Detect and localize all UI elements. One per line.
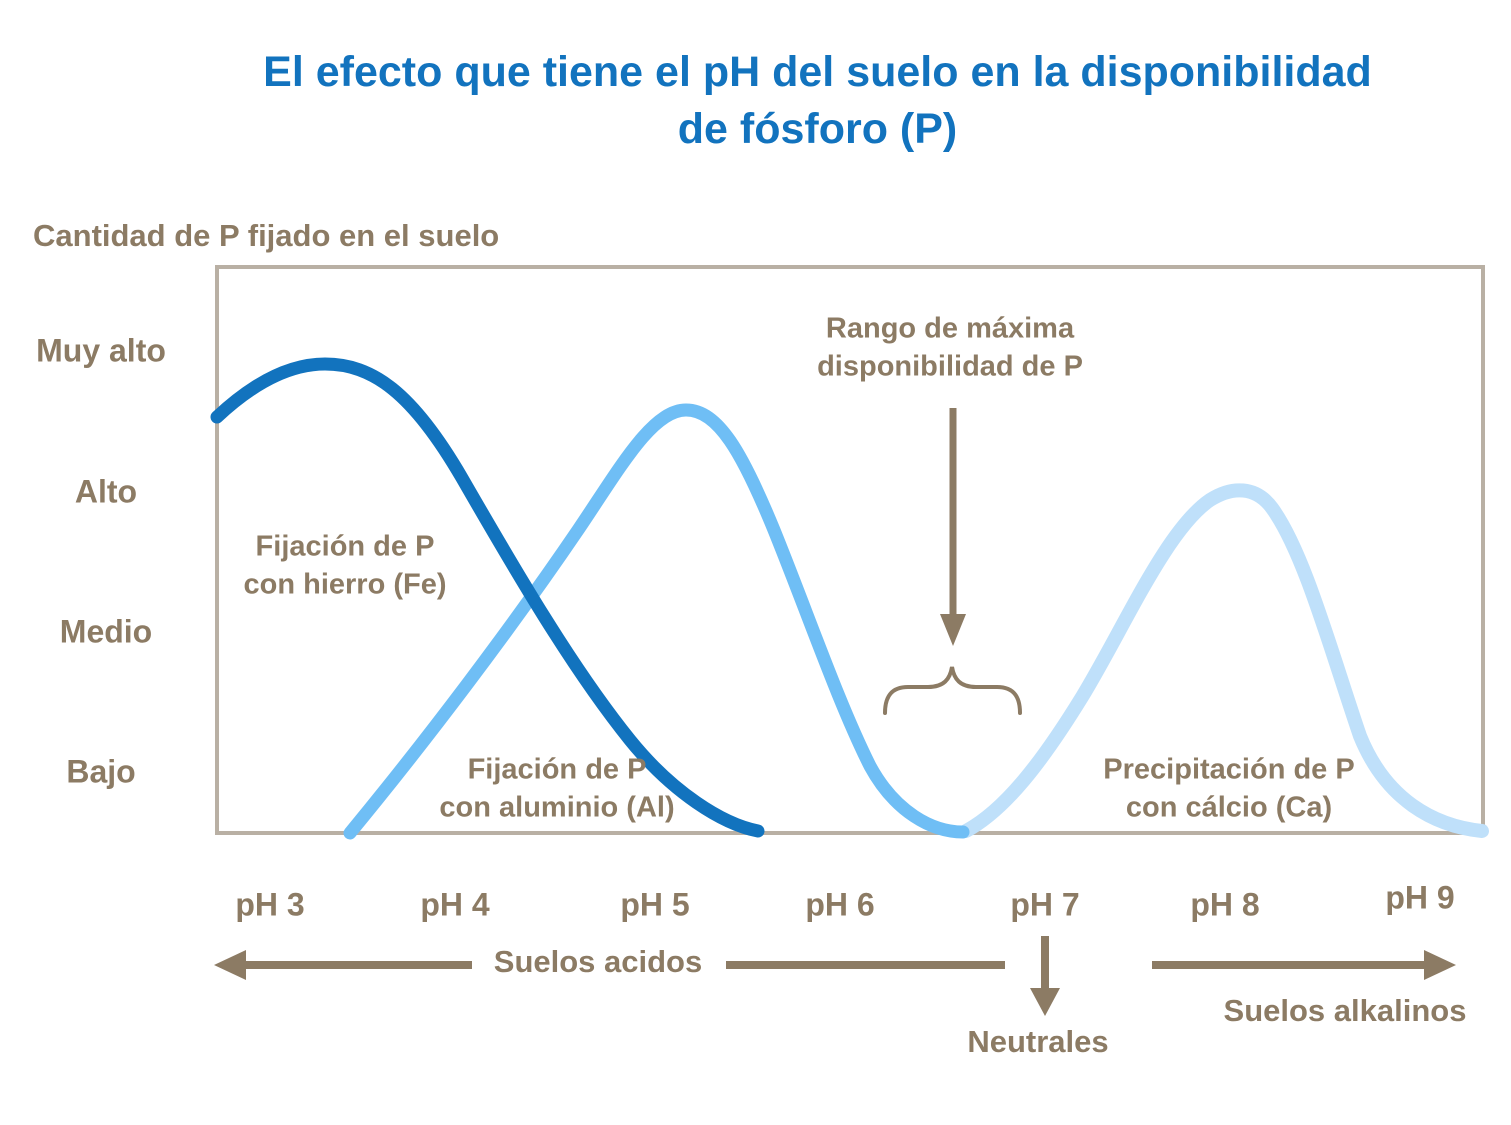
x-tick-ph-7: pH 7 (1010, 886, 1080, 923)
al-curve (343, 403, 970, 840)
max-availability-label: Rango de máxima disponibilidad de P (817, 310, 1083, 387)
neutral-arrowhead (1030, 988, 1060, 1016)
alkaline-soils-label: Suelos alkalinos (1223, 993, 1467, 1028)
al-curve-label: Fijación de P con aluminio (Al) (439, 751, 674, 828)
x-tick-ph-6: pH 6 (805, 886, 875, 923)
max-availability-arrowhead (940, 614, 966, 646)
alkaline-arrowhead (1424, 950, 1456, 980)
y-tick-bajo: Bajo (66, 753, 136, 790)
fe-curve-label-line2: con hierro (Fe) (243, 569, 447, 601)
page-title: El efecto que tiene el pH del suelo en l… (125, 44, 1510, 158)
y-tick-alto: Alto (74, 473, 138, 510)
max-availability-line2: disponibilidad de P (817, 351, 1083, 383)
x-tick-ph-5: pH 5 (620, 886, 690, 923)
x-tick-ph-3: pH 3 (235, 886, 305, 923)
fe-curve-label: Fijación de P con hierro (Fe) (243, 528, 446, 605)
acid-arrowhead (214, 950, 246, 980)
ca-curve (959, 483, 1489, 838)
ca-curve-label-line1: Precipitación de P (1103, 753, 1355, 786)
fe-curve (210, 357, 765, 838)
page-title-line1: El efecto que tiene el pH del suelo en l… (263, 48, 1372, 96)
acid-soils-label: Suelos acidos (493, 944, 703, 979)
ca-curve-label: Precipitación de P con cálcio (Ca) (1103, 751, 1354, 828)
neutral-soils-label: Neutrales (967, 1024, 1109, 1059)
ca-curve-label-line2: con cálcio (Ca) (1125, 792, 1333, 824)
page-title-line2: de fósforo (P) (677, 105, 958, 154)
x-tick-ph-8: pH 8 (1190, 886, 1260, 923)
fe-curve-label-line1: Fijación de P (255, 530, 435, 563)
range-brace (883, 666, 1022, 715)
plot-box (215, 265, 1485, 835)
al-curve-label-line1: Fijación de P (467, 753, 647, 786)
al-curve-label-line2: con aluminio (Al) (439, 792, 675, 824)
y-axis-title: Cantidad de P fijado en el suelo (33, 218, 500, 253)
y-tick-muy-alto: Muy alto (36, 332, 166, 369)
x-tick-ph-4: pH 4 (420, 886, 490, 923)
max-availability-line1: Rango de máxima (825, 312, 1075, 345)
x-tick-ph-9: pH 9 (1385, 879, 1455, 916)
y-tick-medio: Medio (59, 613, 153, 650)
